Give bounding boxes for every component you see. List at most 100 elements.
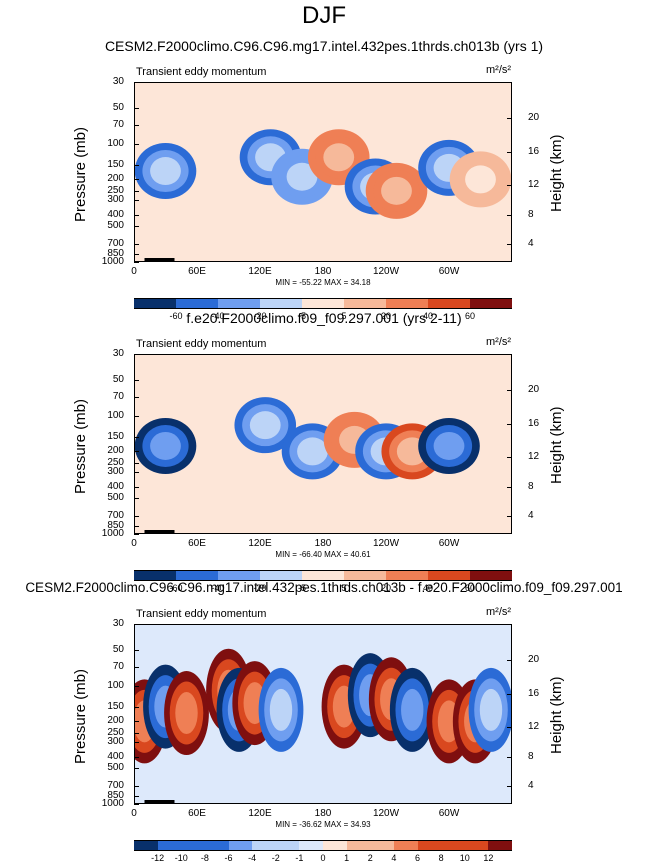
x-tick-label: 180	[314, 808, 332, 819]
y-tick-label: 150	[107, 430, 124, 442]
colorbar-label: 6	[414, 853, 420, 863]
x-tick-label: 60E	[188, 538, 206, 549]
colorbar-label: 60	[464, 311, 475, 321]
colorbar-box	[470, 298, 512, 309]
height-tick	[507, 757, 512, 759]
colorbar-box	[441, 840, 466, 851]
min-max-label: MIN = -66.40 MAX = 40.61	[275, 550, 371, 559]
plot-frame	[134, 354, 512, 534]
colorbar-box	[157, 840, 182, 851]
y-tick-label: 300	[107, 736, 124, 748]
contour-plot	[134, 624, 512, 804]
height-tick-label: 8	[528, 209, 534, 221]
contour-feature	[465, 165, 496, 194]
panel-title: CESM2.F2000climo.C96.C96.mg17.intel.432p…	[104, 38, 544, 54]
y-tick-label: 700	[107, 779, 124, 791]
y-tick-label: 700	[107, 237, 124, 249]
colorbar-box	[428, 298, 470, 309]
colorbar-label: 12	[483, 853, 494, 863]
height-tick-label: 16	[528, 146, 540, 158]
height-tick	[507, 660, 512, 661]
y-tick	[134, 164, 139, 166]
colorbar-label: -10	[174, 853, 188, 863]
y-tick-label: 100	[107, 409, 124, 421]
y-tick	[134, 190, 139, 192]
contour-feature	[381, 176, 412, 205]
colorbar-label: -40	[211, 583, 225, 593]
y-tick-label: 50	[112, 644, 124, 656]
y-tick	[134, 253, 139, 255]
y-tick-label: 250	[107, 456, 124, 468]
colorbar-box	[302, 298, 344, 309]
colorbar-label: 20	[380, 311, 391, 321]
colorbar-label: 0	[320, 853, 326, 863]
colorbar-box	[228, 840, 253, 851]
colorbar-box	[393, 840, 418, 851]
topography	[144, 530, 175, 534]
panel-subtitle: Transient eddy momentum	[136, 338, 267, 350]
colorbar-box	[260, 298, 302, 309]
height-tick-label: 20	[528, 112, 540, 123]
y-tick	[134, 415, 139, 417]
colorbar-box	[346, 840, 371, 851]
colorbar-label: -1	[295, 853, 304, 863]
y-tick	[134, 380, 139, 382]
colorbar-box	[488, 840, 513, 851]
y-tick-label: 1000	[101, 528, 124, 539]
y-tick	[134, 721, 139, 723]
units-label: m²/s²	[486, 64, 512, 76]
colorbar-box	[428, 570, 470, 581]
height-tick	[507, 118, 512, 119]
y-tick	[134, 82, 139, 83]
colorbar-box	[218, 570, 260, 581]
height-tick-label: 4	[528, 780, 534, 791]
height-tick-label: 8	[528, 751, 534, 763]
colorbar-label: 5	[341, 311, 347, 321]
colorbar-box	[176, 298, 218, 309]
height-tick-label: 12	[528, 450, 540, 462]
colorbar-label: 40	[422, 583, 433, 593]
y-axis-label: Pressure (mb)	[72, 126, 89, 222]
colorbar-label: -40	[211, 311, 225, 321]
y-tick-label: 150	[107, 700, 124, 712]
y-tick-label: 500	[107, 492, 124, 504]
x-tick-label: 180	[314, 538, 332, 549]
colorbar-label: 10	[459, 853, 470, 863]
y-tick	[134, 472, 139, 474]
y-tick-label: 250	[107, 184, 124, 196]
colorbar-box	[344, 298, 386, 309]
y-tick-label: 100	[107, 137, 124, 149]
colorbar-box	[181, 840, 206, 851]
height-tick	[507, 726, 512, 728]
colorbar-label: -5	[297, 583, 306, 593]
colorbar-box	[134, 840, 158, 851]
x-tick-label: 60W	[438, 808, 460, 819]
x-tick-label: 120W	[372, 538, 400, 549]
colorbar-label: 20	[380, 583, 391, 593]
x-tick-label: 0	[131, 266, 137, 277]
x-tick-label: 60W	[438, 266, 460, 277]
colorbar-box	[464, 840, 489, 851]
contour-feature	[269, 688, 293, 731]
y-tick	[134, 243, 139, 245]
colorbar-label: -6	[224, 853, 233, 863]
colorbar-label: -5	[297, 311, 306, 321]
contour-feature	[150, 431, 181, 460]
y-tick	[134, 667, 139, 669]
height-tick	[507, 516, 512, 517]
contour-feature	[286, 162, 318, 191]
y-tick-label: 200	[107, 445, 124, 457]
y-tick	[134, 262, 139, 263]
height-tick	[507, 786, 512, 787]
colorbar-box	[386, 298, 428, 309]
y-tick	[134, 534, 139, 535]
y-tick	[134, 200, 139, 202]
colorbar-label: -2	[271, 853, 280, 863]
height-tick	[507, 456, 512, 458]
colorbar-box	[218, 298, 260, 309]
y-tick	[134, 795, 139, 797]
colorbar-box	[176, 570, 218, 581]
height-tick-label: 12	[528, 178, 540, 190]
y-tick-label: 500	[107, 762, 124, 774]
height-axis-label: Height (km)	[548, 406, 565, 484]
